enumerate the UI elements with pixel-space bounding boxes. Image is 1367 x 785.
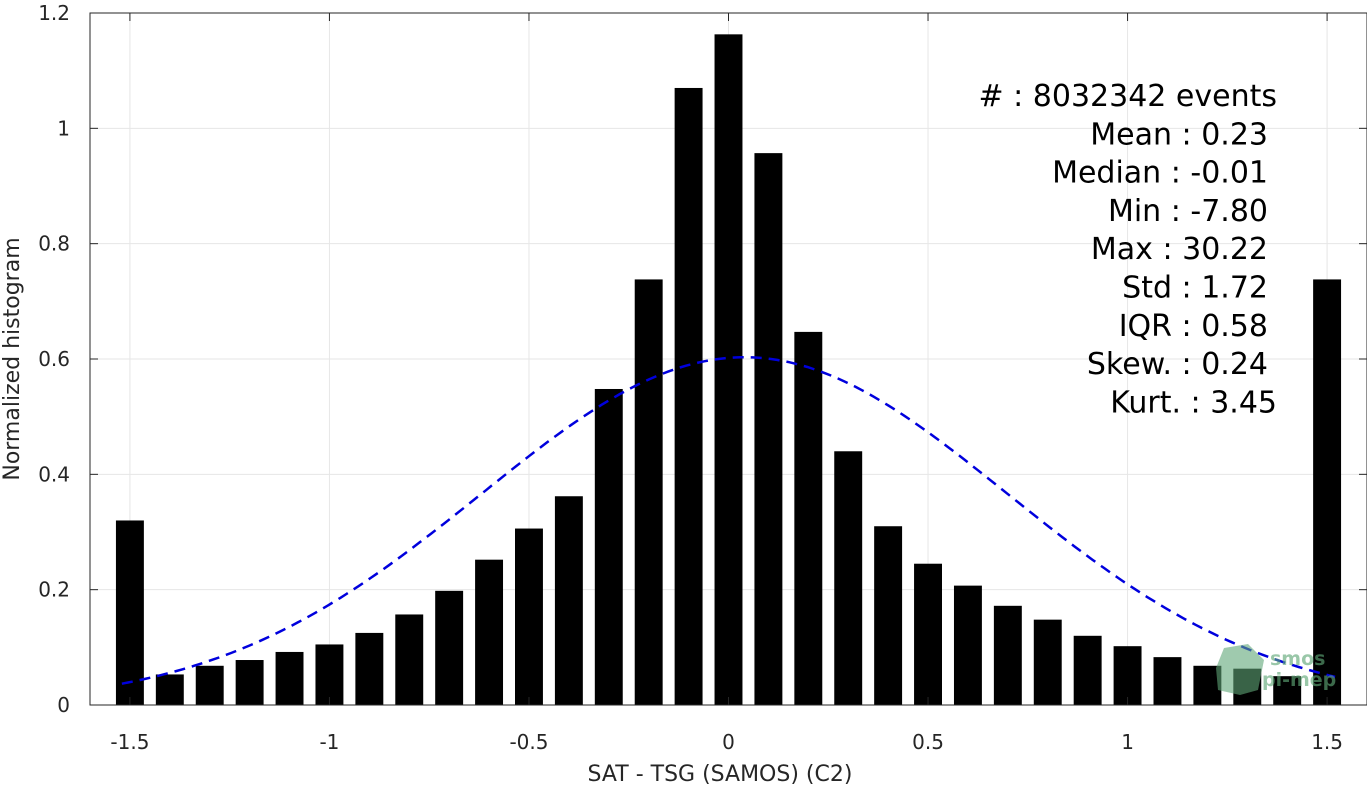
- stats-line: Median : -0.01: [1052, 156, 1268, 191]
- gaussian-fit-curve: [121, 356, 1336, 685]
- histogram-bar: [155, 674, 184, 705]
- y-tick-label: 0.4: [38, 462, 70, 486]
- histogram-bar: [275, 651, 304, 705]
- y-tick-label: 0.2: [38, 578, 70, 602]
- histogram-bar: [235, 660, 264, 705]
- histogram-bar: [1313, 279, 1342, 705]
- histogram-bar: [115, 520, 144, 705]
- stats-line: Std : 1.72: [1122, 271, 1268, 306]
- stats-line: Skew. : 0.24: [1087, 347, 1268, 382]
- y-tick-label: 1.2: [38, 1, 70, 25]
- x-tick-label: 0.5: [912, 730, 944, 754]
- x-tick-label: -0.5: [509, 730, 548, 754]
- histogram-bar: [594, 388, 623, 705]
- histogram-bar: [1073, 635, 1102, 705]
- histogram-bar: [435, 590, 464, 705]
- histogram-bar: [754, 153, 783, 705]
- histogram-bar: [475, 559, 504, 705]
- stats-line: Kurt. : 3.45: [1110, 385, 1277, 420]
- stats-line: # : 8032342 events: [978, 79, 1277, 114]
- y-axis-tick-labels: 0 0.2 0.4 0.6 0.8 1 1.2: [38, 1, 70, 717]
- histogram-bar: [674, 87, 703, 705]
- histogram-bar: [634, 279, 663, 705]
- watermark-text-line2: pi-mep: [1262, 669, 1336, 691]
- smos-pimep-watermark: smos pi-mep: [1216, 644, 1336, 695]
- histogram-bar: [993, 605, 1022, 705]
- histogram-bar: [515, 528, 543, 705]
- stats-line: Mean : 0.23: [1090, 117, 1268, 152]
- stats-line: Max : 30.22: [1091, 232, 1268, 267]
- histogram-bar: [714, 34, 743, 705]
- histogram-bar: [953, 585, 982, 705]
- x-tick-label: -1.5: [110, 730, 149, 754]
- stats-line: Min : -7.80: [1108, 194, 1268, 229]
- histogram-bar: [794, 331, 823, 705]
- histogram-bar: [395, 614, 424, 705]
- histogram-bar: [1113, 646, 1142, 705]
- histogram-bar: [1273, 676, 1302, 705]
- histogram-bar: [834, 451, 863, 705]
- histogram-bar: [195, 665, 224, 705]
- x-tick-label: 1.5: [1311, 730, 1343, 754]
- stats-line: IQR : 0.58: [1119, 309, 1268, 344]
- histogram-bar: [355, 632, 384, 705]
- x-tick-label: 1: [1121, 730, 1134, 754]
- histogram-bars: [115, 34, 1342, 705]
- histogram-bar: [1033, 619, 1062, 705]
- x-tick-label: 0: [722, 730, 735, 754]
- watermark-text-line1: smos: [1270, 648, 1325, 670]
- y-tick-label: 0: [57, 693, 70, 717]
- axes-frame: [89, 12, 1367, 706]
- watermark-logo-shape: [1216, 644, 1264, 695]
- histogram-bar: [914, 563, 942, 705]
- histogram-bar: [315, 644, 344, 705]
- x-axis-title: SAT - TSG (SAMOS) (C2): [588, 762, 853, 785]
- histogram-bar: [1153, 657, 1182, 705]
- y-tick-label: 0.8: [38, 232, 70, 256]
- x-axis-tick-labels: -1.5 -1 -0.5 0 0.5 1 1.5: [110, 730, 1343, 754]
- histogram-bar: [874, 526, 903, 705]
- y-tick-label: 0.6: [38, 347, 70, 371]
- histogram-bar: [554, 496, 583, 705]
- x-tick-label: -1: [319, 730, 339, 754]
- y-tick-label: 1: [57, 116, 70, 140]
- y-axis-title: Normalized histogram: [0, 237, 25, 480]
